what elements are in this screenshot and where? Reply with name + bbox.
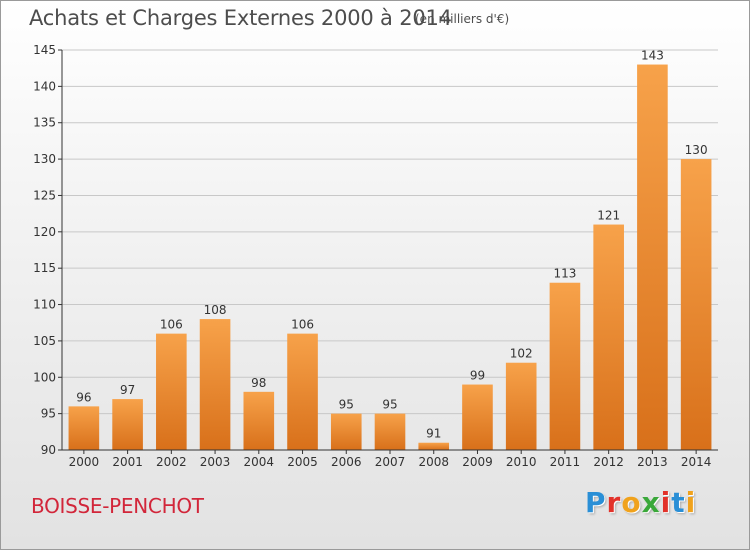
bar-value-label: 106 bbox=[160, 318, 183, 332]
bar bbox=[330, 413, 362, 450]
bar bbox=[505, 362, 537, 450]
y-tick-label: 100 bbox=[33, 370, 56, 384]
labels: 90 95 100 105 110 115 120 125 130 135 140 145 96 2000… bbox=[33, 43, 711, 469]
bar bbox=[156, 333, 187, 450]
bar-value-label: 97 bbox=[120, 383, 135, 397]
x-tick-label: 2001 bbox=[112, 455, 143, 469]
logo-letter: P bbox=[585, 486, 607, 519]
y-tick-label: 105 bbox=[33, 334, 56, 348]
y-tick-label: 115 bbox=[33, 261, 56, 275]
x-tick-label: 2009 bbox=[462, 455, 493, 469]
y-tick-label: 130 bbox=[33, 152, 56, 166]
bar bbox=[680, 159, 712, 450]
bar-value-label: 99 bbox=[470, 369, 485, 383]
axes bbox=[58, 49, 718, 454]
bar-value-label: 102 bbox=[510, 347, 533, 361]
bar bbox=[593, 224, 624, 450]
y-tick-label: 140 bbox=[33, 79, 56, 93]
chart-title: Achats et Charges Externes 2000 à 2014 bbox=[29, 6, 452, 30]
logo-letter: i bbox=[685, 486, 697, 519]
x-tick-label: 2006 bbox=[331, 455, 362, 469]
bar bbox=[462, 384, 493, 450]
logo-letter: t bbox=[671, 486, 686, 519]
bar-value-label: 106 bbox=[291, 318, 314, 332]
bar bbox=[68, 406, 100, 450]
bar-value-label: 91 bbox=[426, 427, 441, 441]
chart-unit: (en milliers d'€) bbox=[415, 12, 510, 26]
bar bbox=[112, 399, 143, 450]
logo-letter: i bbox=[660, 486, 672, 519]
x-tick-label: 2010 bbox=[506, 455, 537, 469]
x-tick-label: 2012 bbox=[593, 455, 624, 469]
commune-name: BOISSE-PENCHOT bbox=[31, 494, 204, 518]
x-tick-label: 2004 bbox=[244, 455, 275, 469]
x-tick-label: 2002 bbox=[156, 455, 187, 469]
x-tick-label: 2013 bbox=[637, 455, 668, 469]
bar bbox=[418, 442, 450, 450]
bar bbox=[243, 391, 275, 450]
bar-value-label: 95 bbox=[382, 398, 397, 412]
proxiti-logo[interactable]: Proxiti bbox=[585, 486, 696, 519]
logo-letter: x bbox=[641, 486, 661, 519]
y-tick-label: 135 bbox=[33, 116, 56, 130]
y-tick-label: 95 bbox=[41, 407, 56, 421]
x-tick-label: 2007 bbox=[375, 455, 406, 469]
bar-value-label: 121 bbox=[597, 209, 620, 223]
bar bbox=[374, 413, 406, 450]
bar bbox=[199, 319, 231, 450]
x-tick-label: 2014 bbox=[681, 455, 712, 469]
x-tick-label: 2011 bbox=[550, 455, 581, 469]
bar-value-label: 143 bbox=[641, 49, 664, 63]
y-tick-label: 110 bbox=[33, 298, 56, 312]
x-tick-label: 2005 bbox=[287, 455, 318, 469]
x-tick-label: 2000 bbox=[69, 455, 100, 469]
y-tick-label: 125 bbox=[33, 188, 56, 202]
logo-letter: o bbox=[621, 486, 642, 519]
bars bbox=[68, 64, 712, 450]
logo-letter: r bbox=[606, 486, 622, 519]
bar bbox=[637, 64, 668, 450]
y-tick-label: 120 bbox=[33, 225, 56, 239]
bar-value-label: 98 bbox=[251, 376, 266, 390]
bar-value-label: 108 bbox=[204, 303, 227, 317]
y-tick-label: 90 bbox=[41, 443, 56, 457]
y-tick-label: 145 bbox=[33, 43, 56, 57]
x-tick-label: 2008 bbox=[418, 455, 449, 469]
bar-value-label: 96 bbox=[76, 390, 91, 404]
bar-value-label: 130 bbox=[685, 143, 708, 157]
bar bbox=[549, 282, 581, 450]
bar bbox=[287, 333, 318, 450]
bar-value-label: 95 bbox=[339, 398, 354, 412]
x-tick-label: 2003 bbox=[200, 455, 231, 469]
bar-value-label: 113 bbox=[553, 267, 576, 281]
